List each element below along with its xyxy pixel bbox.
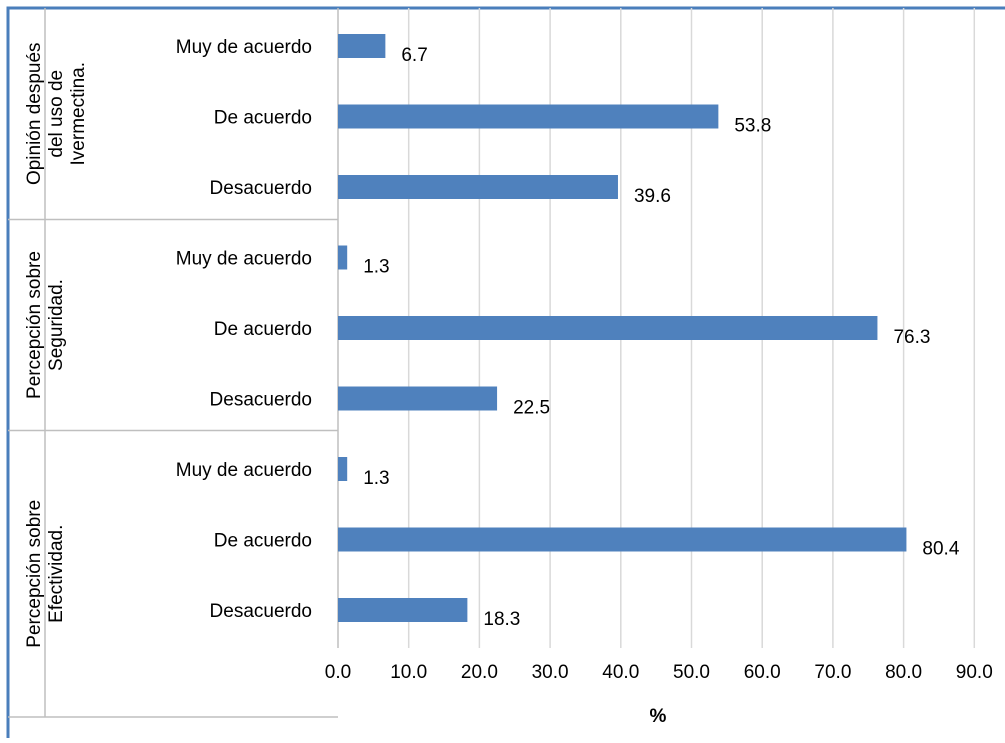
bar (338, 457, 348, 481)
x-tick-label: 60.0 (744, 662, 781, 683)
group-label-line: Percepción sobre (24, 251, 45, 399)
bar (338, 245, 348, 270)
data-label: 1.3 (363, 257, 389, 278)
data-label: 6.7 (401, 45, 427, 66)
group-label: Percepción sobreEfectividad. (24, 500, 67, 648)
group-label-line: Seguridad. (46, 279, 67, 371)
x-tick-label: 30.0 (532, 662, 569, 683)
x-axis-title: % (650, 706, 667, 727)
bar (338, 316, 878, 340)
group-label-line: Percepción sobre (24, 500, 45, 648)
category-label: Muy de acuerdo (176, 249, 312, 270)
group-label-line: Opinión después (24, 42, 45, 185)
x-tick-label: 20.0 (461, 662, 498, 683)
bar (338, 34, 386, 58)
group-label: Opinión despuésdel uso deIvermectina. (24, 42, 89, 185)
data-label: 1.3 (363, 468, 389, 489)
labels: 0.0 10.0 20.0 30.0 40.0 50.0 60.0 70.0 80.0 90.0 M… (24, 37, 993, 683)
x-tick-label: 40.0 (602, 662, 639, 683)
bars (338, 34, 907, 622)
bar (338, 386, 498, 411)
data-label: 53.8 (734, 116, 771, 137)
x-tick-label: 10.0 (390, 662, 427, 683)
data-label: 39.6 (634, 186, 671, 207)
group-label: Percepción sobreSeguridad. (24, 251, 67, 399)
category-label: Muy de acuerdo (176, 37, 312, 58)
data-label: 80.4 (922, 539, 959, 560)
category-label: Muy de acuerdo (176, 460, 312, 481)
data-label: 22.5 (513, 398, 550, 419)
category-label: De acuerdo (214, 531, 312, 552)
x-tick-label: 50.0 (673, 662, 710, 683)
bar (338, 598, 468, 622)
category-label: De acuerdo (214, 108, 312, 129)
category-label: De acuerdo (214, 319, 312, 340)
x-tick-label: 80.0 (885, 662, 922, 683)
x-tick-label: 0.0 (325, 662, 351, 683)
x-tick-label: 70.0 (814, 662, 851, 683)
category-label: Desacuerdo (210, 390, 312, 411)
category-label: Desacuerdo (210, 178, 312, 199)
chart-border (6, 6, 1005, 743)
bar (338, 527, 907, 552)
x-tick-label: 90.0 (956, 662, 993, 683)
bar (338, 175, 618, 199)
bar (338, 104, 719, 129)
data-label: 76.3 (893, 327, 930, 348)
category-label: Desacuerdo (210, 601, 312, 622)
data-label: 18.3 (483, 609, 520, 630)
group-label-line: Efectividad. (46, 525, 67, 623)
group-label-line: Ivermectina. (68, 62, 89, 165)
group-label-line: del uso de (46, 70, 67, 158)
